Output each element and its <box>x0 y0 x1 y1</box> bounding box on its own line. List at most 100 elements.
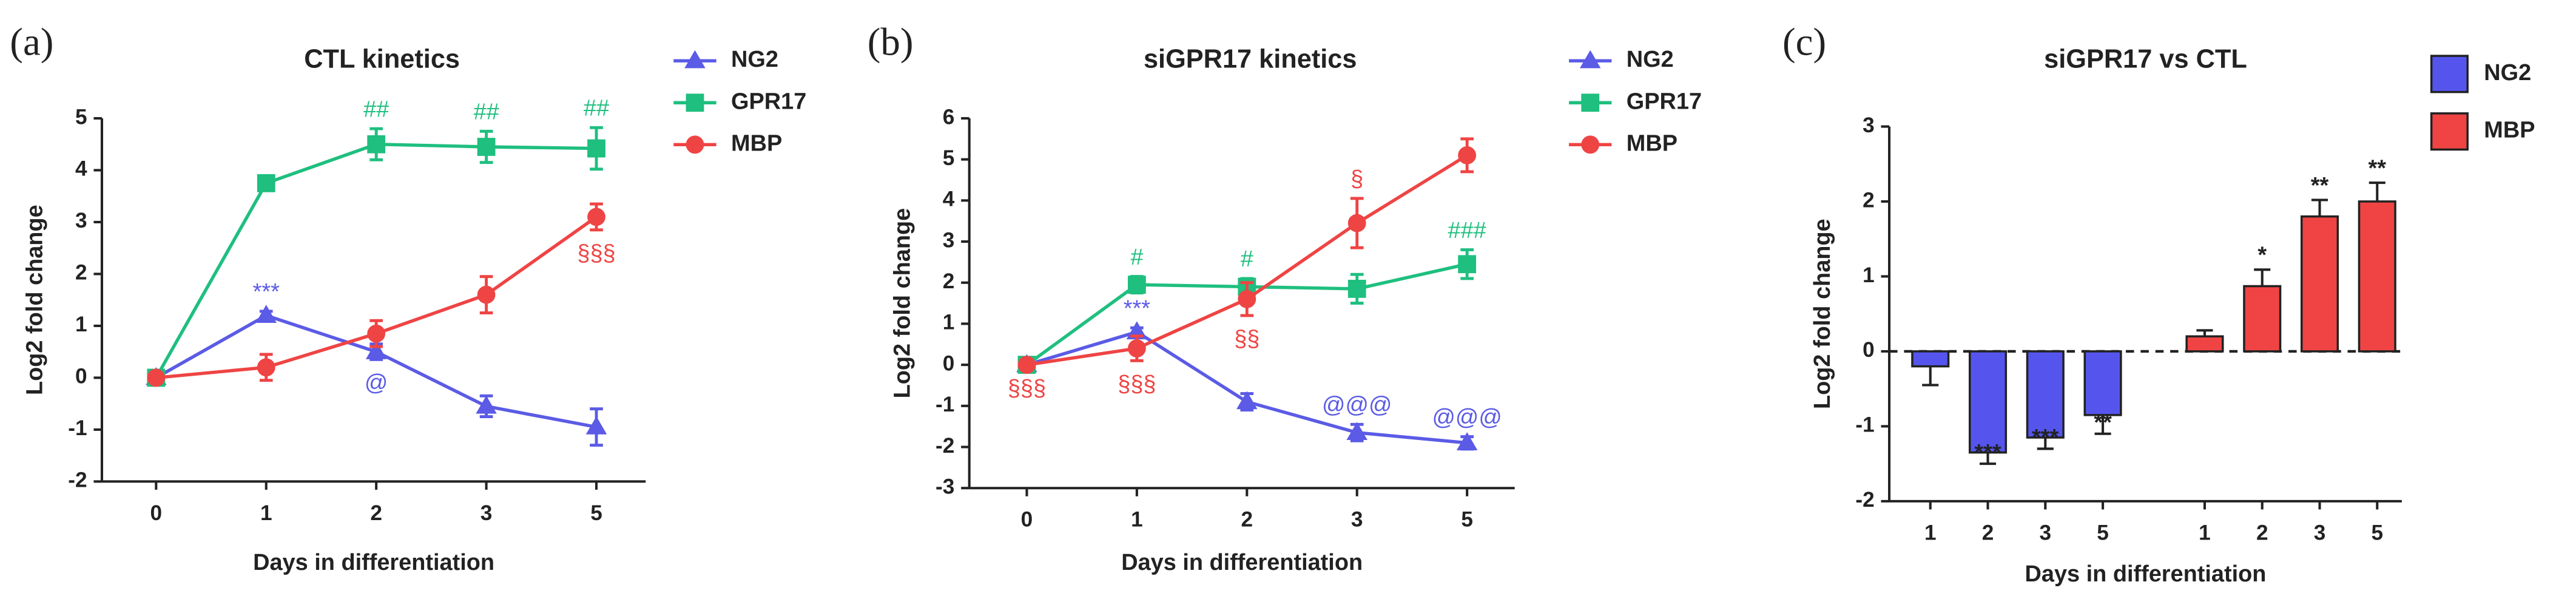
legend-label: MBP <box>1627 130 1677 156</box>
annotation: @@@ <box>1322 393 1392 418</box>
x-tick-label: 5 <box>2371 521 2383 544</box>
x-tick-label: 3 <box>480 501 493 525</box>
y-tick-label: -2 <box>68 469 87 492</box>
data-point <box>1456 432 1478 450</box>
y-tick-label: 2 <box>75 261 87 285</box>
legend-marker <box>1579 50 1601 69</box>
bar <box>1968 350 2008 454</box>
error-bar <box>2311 198 2328 217</box>
data-point <box>1127 276 1146 294</box>
annotation: @@@ <box>1432 405 1502 430</box>
legend-label: GPR17 <box>1627 89 1702 114</box>
legend-marker <box>686 135 704 154</box>
y-tick-label: 6 <box>943 105 955 129</box>
bar <box>1911 350 1950 368</box>
bar <box>2185 335 2224 353</box>
annotation: §§§ <box>1008 376 1046 401</box>
legend-label: MBP <box>731 130 782 156</box>
data-point <box>367 135 386 154</box>
x-axis-label: Days in differentiation <box>253 550 494 575</box>
legend-marker <box>1581 135 1600 154</box>
panel-label: (a) <box>10 21 53 64</box>
error-bar <box>1979 452 1997 465</box>
data-point <box>1347 214 1366 232</box>
y-tick-label: 3 <box>1863 113 1875 137</box>
y-tick-label: 4 <box>75 157 87 181</box>
y-axis-label: Log2 fold change <box>1810 218 1835 409</box>
y-tick-label: -2 <box>936 434 954 458</box>
legend-label: MBP <box>2484 118 2535 143</box>
annotation: ** <box>2369 155 2387 181</box>
data-point <box>367 324 386 343</box>
data-point <box>1346 422 1367 441</box>
x-tick-label: 5 <box>590 501 602 525</box>
x-tick-label: 2 <box>370 501 382 525</box>
y-tick-label: -3 <box>936 475 954 499</box>
data-point <box>1017 356 1036 374</box>
legend-label: NG2 <box>1627 47 1674 72</box>
data-point <box>1238 289 1256 308</box>
annotation: §§§ <box>577 240 615 266</box>
data-point <box>257 174 275 192</box>
x-tick-label: 3 <box>1351 508 1363 532</box>
y-tick-label: 1 <box>75 313 87 336</box>
chart-title: siGPR17 kinetics <box>1144 45 1357 74</box>
error-bar <box>2254 268 2271 286</box>
legend-marker <box>684 50 706 69</box>
y-axis-label: Log2 fold change <box>889 208 915 399</box>
annotation: §§§ <box>1118 371 1156 397</box>
x-tick-label: 3 <box>2314 521 2326 544</box>
legend-label: NG2 <box>2484 60 2531 86</box>
x-axis-label: Days in differentiation <box>2025 561 2267 587</box>
data-point <box>1458 146 1477 164</box>
data-point <box>587 208 605 226</box>
data-point <box>476 395 497 414</box>
data-point <box>585 416 607 435</box>
legend-marker <box>686 93 704 112</box>
y-tick-label: 2 <box>1863 188 1875 212</box>
y-tick-label: -2 <box>1855 488 1874 512</box>
data-point <box>1127 339 1146 357</box>
annotation: ## <box>584 96 609 121</box>
panel-label: (c) <box>1782 21 1826 64</box>
bar <box>2243 285 2282 353</box>
annotation: ## <box>363 96 389 122</box>
data-point <box>257 358 275 377</box>
data-point <box>1347 280 1366 298</box>
x-tick-label: 1 <box>1924 521 1937 544</box>
annotation: # <box>1241 246 1253 272</box>
y-tick-label: 3 <box>75 209 87 232</box>
data-point <box>1458 255 1477 274</box>
y-tick-label: 3 <box>943 228 955 252</box>
annotation: *** <box>1974 440 2001 465</box>
x-tick-label: 5 <box>1461 508 1473 532</box>
annotation: § <box>1350 166 1363 192</box>
error-bar <box>2196 329 2213 337</box>
x-tick-label: 5 <box>2097 521 2109 544</box>
data-point <box>587 139 605 158</box>
x-tick-label: 1 <box>1131 508 1143 532</box>
data-point <box>255 305 277 323</box>
legend-label: GPR17 <box>731 89 806 114</box>
x-tick-label: 2 <box>2256 521 2268 544</box>
y-tick-label: 5 <box>75 105 87 129</box>
y-tick-label: 4 <box>943 188 955 211</box>
bar <box>2358 200 2396 353</box>
y-tick-label: 5 <box>943 146 955 170</box>
x-tick-label: 1 <box>260 501 272 525</box>
annotation: # <box>1130 245 1143 270</box>
x-tick-label: 3 <box>2040 521 2052 544</box>
legend-label: NG2 <box>731 47 778 72</box>
annotation: *** <box>253 279 280 305</box>
x-tick-label: 1 <box>2199 521 2211 544</box>
data-point <box>147 368 166 387</box>
y-tick-label: -1 <box>936 393 954 416</box>
annotation: *** <box>2032 425 2058 450</box>
bar <box>2300 215 2339 353</box>
x-tick-label: 2 <box>1241 508 1253 532</box>
y-tick-label: 1 <box>1863 263 1875 287</box>
bar <box>2083 350 2122 416</box>
y-tick-label: 0 <box>1863 338 1875 362</box>
chart-title: CTL kinetics <box>304 45 460 74</box>
